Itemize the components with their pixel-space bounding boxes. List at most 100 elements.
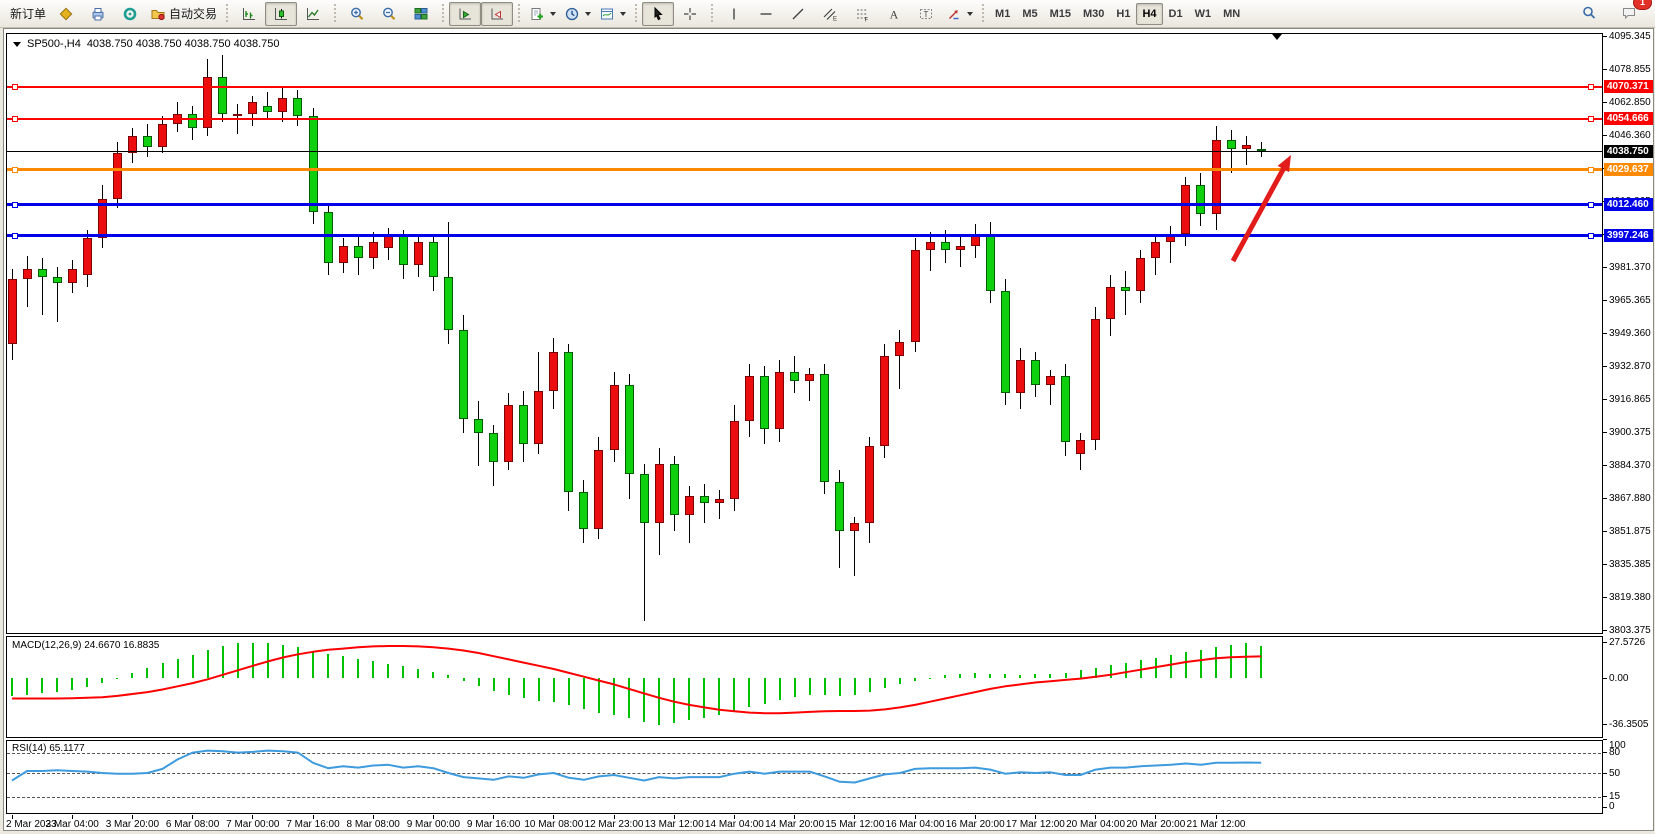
notifications-button[interactable] [1613, 1, 1645, 25]
price-line-handle[interactable] [12, 232, 18, 239]
price-line-handle[interactable] [12, 166, 18, 173]
tile-windows-button[interactable] [405, 2, 437, 26]
macd-panel[interactable] [6, 636, 1603, 738]
time-axis-label: 9 Mar 00:00 [406, 819, 461, 830]
fibonacci-button[interactable]: F [846, 2, 878, 26]
timeframe-h1-button[interactable]: H1 [1110, 3, 1136, 25]
line-chart-button[interactable] [297, 2, 329, 26]
autotrading-button[interactable]: 自动交易 [146, 2, 221, 26]
periods-button[interactable] [560, 2, 595, 26]
price-axis-label: 4046.360 [1609, 130, 1651, 142]
timeframe-h4-button[interactable]: H4 [1136, 2, 1163, 25]
price-line-handle[interactable] [12, 201, 18, 208]
price-line-badge: 3997.246 [1604, 229, 1653, 243]
timeframe-d1-button-label: D1 [1168, 7, 1183, 20]
terminal-button[interactable] [82, 2, 114, 26]
price-chart-panel[interactable] [6, 33, 1603, 634]
price-line-handle[interactable] [1588, 166, 1594, 173]
price-line-handle[interactable] [1588, 201, 1594, 208]
macd-histogram-bar [266, 643, 269, 678]
new-order-button[interactable]: 新订单 [6, 2, 50, 26]
templates-button[interactable] [595, 2, 630, 26]
price-line[interactable] [7, 168, 1602, 172]
chart-shift-button[interactable] [481, 1, 514, 26]
auto-scroll-button[interactable] [449, 1, 482, 26]
chart-shift-marker[interactable] [1272, 34, 1282, 40]
macd-histogram-bar [643, 678, 646, 722]
price-line-handle[interactable] [1588, 83, 1594, 90]
candle-up [338, 246, 348, 263]
rsi-level-line [7, 773, 1601, 774]
price-axis-label: 3900.375 [1609, 427, 1651, 439]
metaeditor-button[interactable] [50, 2, 82, 26]
timeframe-m15-button[interactable]: M15 [1044, 3, 1077, 25]
timeframe-mn-button-label: MN [1223, 7, 1241, 20]
price-line[interactable] [7, 234, 1602, 238]
price-line-handle[interactable] [12, 83, 18, 90]
candle-down [519, 404, 529, 444]
zoom-in-button[interactable] [341, 2, 373, 26]
time-axis-tick [372, 815, 374, 819]
new-chart-button[interactable] [525, 2, 560, 26]
timeframe-m30-button[interactable]: M30 [1077, 3, 1110, 25]
chevron-down-icon[interactable] [967, 11, 974, 16]
text-button[interactable]: A [878, 2, 910, 26]
timeframe-m5-button[interactable]: M5 [1016, 3, 1043, 25]
chart-title: SP500-,H4 4038.750 4038.750 4038.750 403… [13, 38, 280, 50]
crosshair-button[interactable] [674, 2, 706, 26]
search-icon [1581, 5, 1597, 21]
chevron-down-icon[interactable] [550, 11, 557, 16]
bar-chart-button[interactable] [233, 2, 265, 26]
price-axis-tick [1603, 366, 1607, 368]
rsi-panel[interactable] [6, 740, 1603, 814]
candle-up [67, 268, 77, 283]
svg-text:E: E [833, 16, 837, 22]
price-axis-tick [1603, 332, 1607, 334]
price-line-handle[interactable] [12, 115, 18, 122]
macd-histogram-bar [567, 678, 570, 705]
macd-histogram-bar [944, 675, 947, 678]
candle-down [1061, 376, 1070, 442]
chevron-down-icon[interactable] [620, 11, 627, 16]
price-line[interactable] [7, 117, 1602, 120]
price-axis-tick [1603, 398, 1607, 400]
macd-histogram-bar [191, 654, 194, 678]
macd-histogram-bar [898, 678, 901, 685]
macd-axis-label: 27.5726 [1609, 637, 1646, 649]
cursor-button[interactable] [642, 1, 675, 26]
candle-up [368, 242, 378, 259]
chart-expander-icon[interactable] [13, 41, 21, 47]
price-line-handle[interactable] [1588, 232, 1594, 239]
trendline-button[interactable] [782, 2, 814, 26]
chevron-down-icon[interactable] [585, 11, 592, 16]
timeframe-m1-button[interactable]: M1 [989, 3, 1016, 25]
search-button[interactable] [1573, 1, 1605, 25]
candle-wick [899, 329, 901, 389]
equidistant-channel-button[interactable]: E [814, 2, 846, 26]
rsi-level-line [7, 752, 1601, 754]
vertical-line-button[interactable] [718, 2, 750, 26]
candlestick-button[interactable] [265, 1, 298, 26]
macd-histogram-bar [1154, 657, 1157, 678]
price-axis-label: 3916.865 [1609, 393, 1651, 405]
candle-up [534, 390, 544, 444]
price-axis-label: 3949.360 [1609, 327, 1651, 339]
price-axis-label: 3932.870 [1609, 361, 1651, 373]
horizontal-line-button[interactable] [750, 2, 782, 26]
price-line-handle[interactable] [1588, 115, 1594, 122]
text-label-button[interactable]: T [910, 2, 942, 26]
timeframe-mn-button[interactable]: MN [1217, 3, 1246, 25]
toolbar: 新订单 自动交易 E F A T M1 M5 M15 M30 H1 H4 D1 W1 MN 1 [0, 0, 1655, 28]
zoom-out-button[interactable] [373, 2, 405, 26]
time-axis-tick [252, 815, 254, 819]
timeframe-w1-button[interactable]: W1 [1189, 3, 1218, 25]
price-line[interactable] [7, 85, 1602, 88]
data-center-button[interactable] [114, 2, 146, 26]
timeframe-d1-button[interactable]: D1 [1163, 3, 1189, 25]
arrows-button[interactable] [942, 2, 977, 26]
price-line-badge: 4054.666 [1604, 112, 1653, 126]
candle-down [459, 329, 468, 420]
price-line[interactable] [7, 203, 1602, 207]
candle-down [1256, 148, 1266, 151]
candle-up [97, 199, 107, 239]
